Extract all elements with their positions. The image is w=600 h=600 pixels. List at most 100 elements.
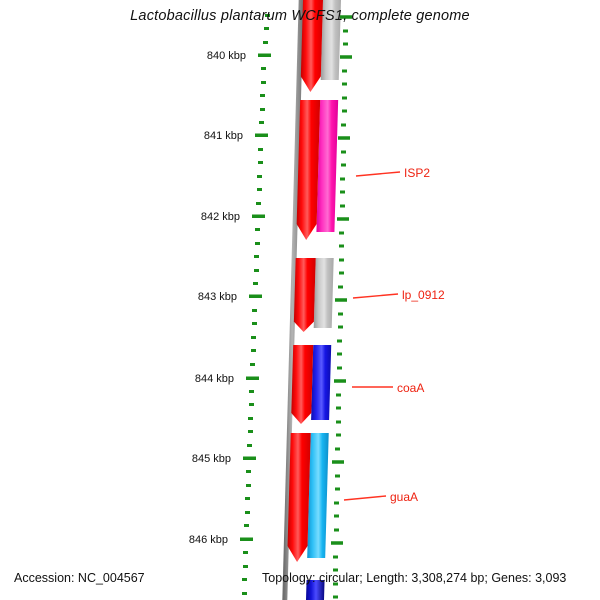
feature-labels[interactable]: ISP2 lp_0912 coaA guaA bbox=[343, 166, 445, 504]
ruler-right-tick-41 bbox=[333, 568, 338, 572]
ruler-minor-tick-32 bbox=[244, 524, 249, 527]
feature-label-coaA[interactable]: coaA bbox=[397, 381, 424, 395]
ruler-minor-tick-20 bbox=[251, 336, 256, 339]
ruler-right-tick-20 bbox=[338, 285, 343, 289]
ruler-minor-tick-31 bbox=[245, 511, 250, 514]
ruler-right-tick-37 bbox=[334, 514, 339, 518]
ruler-minor-tick-11 bbox=[257, 188, 262, 191]
ruler-minor-tick-9 bbox=[258, 161, 263, 164]
backbone-line bbox=[282, 0, 304, 600]
ruler-major-label-4: 844 kbp bbox=[195, 373, 234, 385]
ruler-right-tick-6 bbox=[342, 96, 347, 100]
ruler-right-tick-36 bbox=[334, 501, 339, 505]
ruler-minor-tick-27 bbox=[247, 444, 252, 447]
ruler-minor-tick-17 bbox=[253, 282, 258, 285]
ruler-major-tick-1 bbox=[255, 133, 268, 137]
gene-right-5[interactable] bbox=[307, 433, 329, 558]
gene-right-6[interactable] bbox=[305, 580, 325, 600]
ruler-major-label-1: 841 kbp bbox=[204, 130, 243, 142]
ruler-right-tick-42 bbox=[333, 582, 338, 586]
ruler-right-tick-10 bbox=[341, 150, 346, 154]
ruler-minor-tick-26 bbox=[248, 430, 253, 433]
ruler-minor-tick-4 bbox=[261, 81, 266, 84]
ruler-minor-tick-16 bbox=[254, 269, 259, 272]
ruler-right-tick-14 bbox=[340, 204, 345, 208]
ruler-right-tick-33 bbox=[332, 460, 344, 464]
ruler-minor-tick-3 bbox=[261, 67, 266, 70]
genome-summary-text: Topology: circular; Length: 3,308,274 bp… bbox=[262, 571, 567, 585]
gene-middle-3[interactable] bbox=[293, 258, 316, 332]
gene-track-right[interactable] bbox=[305, 0, 342, 600]
ruler-right-tick-0 bbox=[340, 15, 352, 19]
gene-track-middle[interactable] bbox=[287, 0, 324, 562]
ruler-right-tick-21 bbox=[335, 298, 347, 302]
ruler-right-tick-34 bbox=[335, 474, 340, 478]
ruler-right-tick-22 bbox=[338, 312, 343, 316]
ruler-right-tick-15 bbox=[337, 217, 349, 221]
ruler-minor-tick-29 bbox=[246, 484, 251, 487]
ruler-major-label-2: 842 kbp bbox=[201, 211, 240, 223]
ruler-minor-tick-34 bbox=[243, 565, 248, 568]
ruler-minor-tick-23 bbox=[249, 390, 254, 393]
ruler-right-tick-35 bbox=[335, 487, 340, 491]
gene-right-1[interactable] bbox=[320, 0, 342, 80]
ruler-right-tick-7 bbox=[342, 109, 347, 113]
ruler-right-tick-2 bbox=[343, 42, 348, 46]
ruler-minor-tick-8 bbox=[258, 148, 263, 151]
ruler-right-tick-28 bbox=[336, 393, 341, 397]
gene-middle-5[interactable] bbox=[287, 433, 311, 562]
coordinate-ruler: 840 kbp 841 kbp 842 kbp 843 kbp 844 kbp 845 k… bbox=[189, 14, 271, 595]
ruler-right-tick-8 bbox=[341, 123, 346, 127]
ruler-right-tick-32 bbox=[335, 447, 340, 451]
gene-middle-2[interactable] bbox=[296, 100, 321, 240]
gene-right-3[interactable] bbox=[313, 258, 334, 328]
feature-leader-line-3 bbox=[343, 495, 387, 501]
gene-right-2[interactable] bbox=[316, 100, 339, 232]
coordinate-ruler-right bbox=[331, 15, 352, 599]
ruler-minor-tick-13 bbox=[255, 228, 260, 231]
ruler-right-tick-11 bbox=[341, 163, 346, 167]
feature-label-guaA[interactable]: guaA bbox=[390, 490, 418, 504]
gene-middle-4[interactable] bbox=[291, 345, 314, 424]
ruler-minor-tick-1 bbox=[264, 27, 269, 30]
gene-middle-1[interactable] bbox=[300, 0, 324, 92]
ruler-minor-tick-28 bbox=[246, 470, 251, 473]
ruler-major-label-0: 840 kbp bbox=[207, 50, 246, 62]
ruler-right-tick-16 bbox=[339, 231, 344, 235]
feature-leader-line-1 bbox=[352, 293, 399, 299]
ruler-minor-tick-30 bbox=[245, 497, 250, 500]
feature-label-lp_0912[interactable]: lp_0912 bbox=[402, 288, 445, 302]
ruler-right-tick-40 bbox=[333, 555, 338, 559]
ruler-minor-tick-21 bbox=[251, 349, 256, 352]
ruler-right-tick-3 bbox=[340, 55, 352, 59]
ruler-major-tick-2 bbox=[252, 214, 265, 218]
ruler-minor-tick-25 bbox=[248, 417, 253, 420]
ruler-minor-tick-0 bbox=[265, 14, 270, 17]
ruler-minor-tick-10 bbox=[257, 175, 262, 178]
ruler-right-tick-5 bbox=[342, 82, 347, 86]
ruler-minor-tick-7 bbox=[259, 121, 264, 124]
ruler-minor-tick-33 bbox=[243, 551, 248, 554]
ruler-right-tick-38 bbox=[334, 528, 339, 532]
ruler-minor-tick-15 bbox=[254, 255, 259, 258]
ruler-right-tick-24 bbox=[337, 339, 342, 343]
ruler-major-tick-5 bbox=[243, 456, 256, 460]
ruler-right-tick-43 bbox=[333, 595, 338, 599]
genome-backbone bbox=[282, 0, 304, 600]
ruler-minor-tick-5 bbox=[260, 94, 265, 97]
ruler-right-tick-30 bbox=[336, 420, 341, 424]
feature-label-ISP2[interactable]: ISP2 bbox=[404, 166, 430, 180]
ruler-minor-tick-12 bbox=[256, 202, 261, 205]
ruler-right-tick-25 bbox=[337, 352, 342, 356]
ruler-right-tick-23 bbox=[338, 325, 343, 329]
ruler-major-label-6: 846 kbp bbox=[189, 534, 228, 546]
ruler-minor-tick-19 bbox=[252, 322, 257, 325]
gene-right-4[interactable] bbox=[311, 345, 332, 420]
ruler-right-tick-4 bbox=[342, 69, 347, 73]
ruler-minor-tick-14 bbox=[255, 242, 260, 245]
ruler-right-tick-18 bbox=[339, 258, 344, 262]
feature-leader-line-0 bbox=[355, 171, 401, 177]
ruler-right-tick-39 bbox=[331, 541, 343, 545]
